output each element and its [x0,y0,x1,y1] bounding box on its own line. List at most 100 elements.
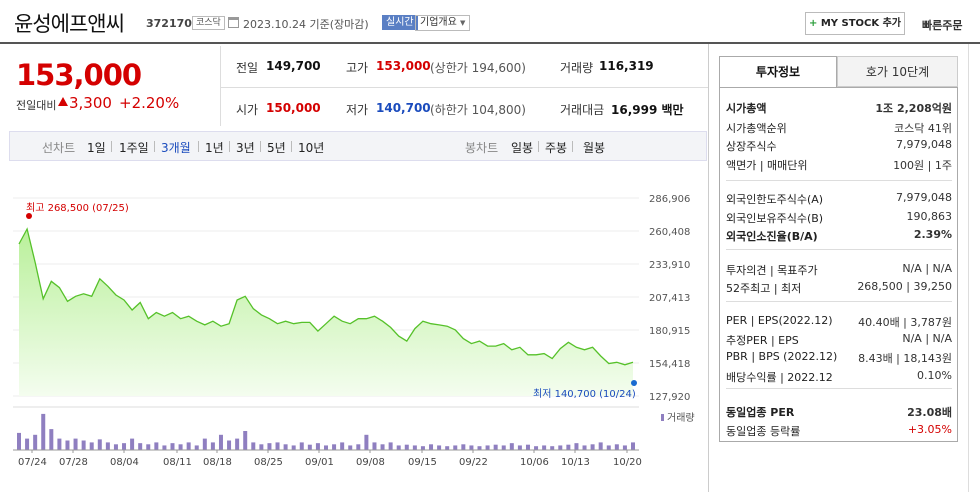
y-tick-label: 286,906 [649,194,690,205]
volume-bar [582,445,587,450]
volume-bar [493,444,498,450]
x-tick-label: 09/22 [459,457,488,468]
invest-info-panel: 시가총액 1조 2,208억원 시가총액순위 코스닥 41위 상장주식수 7,979,04… [719,87,958,442]
volume-bar [445,446,450,450]
x-tick-label: 09/08 [356,457,385,468]
info-row: 배당수익률 | 2022.12 0.10% [726,367,952,385]
volume-bar [574,443,579,450]
x-tick-label: 07/28 [59,457,88,468]
info-key: 추정PER | EPS [726,334,799,347]
info-key: 액면가 | 매매단위 [726,159,808,172]
volume-bar [243,431,248,450]
divider [726,301,952,302]
volume-bar [25,438,30,450]
info-value: 100원 | 1주 [893,159,952,172]
info-row: 동일업종 등락률 +3.05% [726,421,952,439]
divider [229,141,230,152]
candle-monthly[interactable]: 월봉 [583,141,606,155]
period-1w[interactable]: 1주일 [119,141,149,155]
x-tick-label: 10/13 [561,457,590,468]
y-tick-label: 207,413 [649,293,690,304]
info-key: 상장주식수 [726,140,777,153]
period-3m[interactable]: 3개월 [161,141,191,155]
volume-bar [485,445,490,450]
info-value: 2.39% [913,228,952,241]
period-1d[interactable]: 1일 [87,141,106,155]
volume-label: 거래량 [560,61,594,75]
info-row: 시가총액 1조 2,208억원 [726,98,952,116]
y-tick-label: 127,920 [649,392,690,403]
volume-bar [81,440,86,450]
volume-bar [178,444,183,450]
volume-bar [130,438,135,450]
lower-limit: (하한가 104,800) [430,103,526,117]
realtime-button[interactable]: 실시간 [382,15,418,30]
info-value: 268,500 | 39,250 [857,280,952,293]
info-value: 190,863 [906,210,953,223]
info-value: 8.43배 | 18,143원 [858,352,952,365]
period-10y[interactable]: 10년 [298,141,325,155]
volume-bar [33,434,38,450]
info-value: 23.08배 [907,406,952,419]
company-info-dropdown[interactable]: 기업개요 ▼ [415,15,471,31]
info-key: 투자의견 | 목표주가 [726,264,818,277]
info-value: 코스닥 41위 [894,122,952,135]
chevron-down-icon: ▼ [460,19,466,27]
volume-bar [186,442,191,450]
volume-bar [566,444,571,450]
volume-bar [235,438,240,450]
my-stock-add-button[interactable]: + MY STOCK 추가 [805,12,905,35]
volume-bar [89,442,94,450]
volume-bar [202,438,207,450]
company-info-label: 기업개요 [420,17,457,28]
period-3y[interactable]: 3년 [236,141,255,155]
volume-bar [534,446,539,450]
volume-bar [162,445,167,450]
info-value: N/A | N/A [902,262,952,275]
volume-bar [388,442,393,450]
x-tick-label: 08/04 [110,457,139,468]
current-price: 153,000 [16,58,142,92]
info-row: 액면가 | 매매단위 100원 | 1주 [726,155,952,173]
volume-value: 116,319 [599,59,654,73]
info-value: 7,979,048 [896,138,952,151]
plus-icon: + [808,18,818,29]
volume-bar [41,413,46,450]
info-row: 외국인한도주식수(A) 7,979,048 [726,189,952,207]
volume-bar [170,443,175,450]
divider [708,44,709,492]
volume-bar [315,443,320,450]
up-arrow-icon [58,97,68,106]
y-tick-label: 233,910 [649,260,690,271]
low-value: 140,700 [376,101,431,115]
volume-bar [210,442,215,450]
period-1y[interactable]: 1년 [205,141,224,155]
candle-weekly[interactable]: 주봉 [545,141,568,155]
info-value: 0.10% [917,369,952,382]
candle-chart-label: 봉차트 [465,141,499,155]
quick-order-link[interactable]: 빠른주문 [922,19,963,32]
divider [291,141,292,152]
info-row: 투자의견 | 목표주가 N/A | N/A [726,260,952,278]
divider [572,141,573,152]
volume-bar [380,444,385,450]
volume-bar [437,445,442,450]
volume-bar [590,444,595,450]
scrollbar[interactable] [968,44,980,492]
tab-orderbook[interactable]: 호가 10단계 [837,56,958,87]
volume-bar [461,444,466,450]
volume-bar [420,446,425,450]
info-tabs: 투자정보 호가 10단계 [719,56,958,87]
price-chart[interactable]: 286,906 260,408 233,910 207,413 180,915 154,4… [9,161,707,492]
info-key: PBR | BPS (2022.12) [726,350,838,363]
volume-bar [49,429,54,450]
candle-daily[interactable]: 일봉 [511,141,534,155]
volume-bar [275,442,280,450]
info-key: 외국인보유주식수(B) [726,212,824,225]
tab-invest-info[interactable]: 투자정보 [719,56,837,87]
volume-bar [348,445,353,450]
calendar-icon [228,17,239,28]
period-5y[interactable]: 5년 [267,141,286,155]
volume-bar [631,442,635,450]
